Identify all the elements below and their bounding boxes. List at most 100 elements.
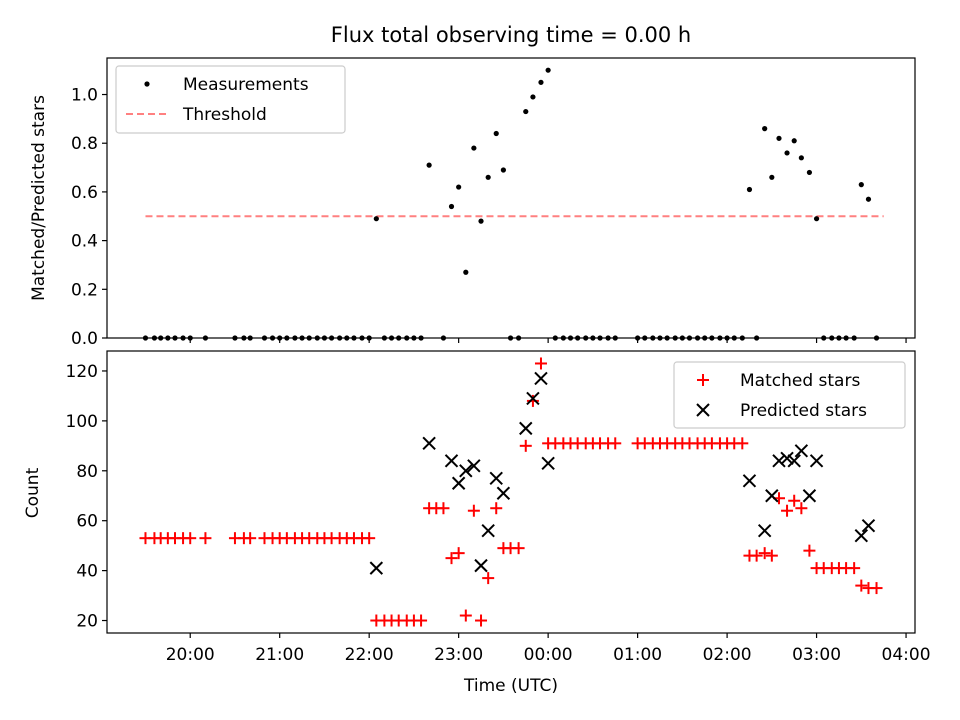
- top-y-tick-label: 0.4: [71, 232, 98, 252]
- matched-star-point: [199, 532, 212, 545]
- predicted-star-point: [772, 454, 786, 468]
- matched-star-point: [519, 439, 532, 452]
- measurement-point: [463, 269, 469, 275]
- top-y-axis-label: Matched/Predicted stars: [29, 95, 49, 301]
- legend-marker-matched: [697, 374, 709, 386]
- x-tick-label: 00:00: [524, 645, 573, 665]
- x-tick-label: 04:00: [882, 645, 931, 665]
- measurement-point: [485, 174, 491, 180]
- matched-star-point: [736, 437, 749, 450]
- measurement-point: [813, 216, 820, 222]
- matched-star-point: [467, 504, 480, 517]
- matched-star-point: [475, 614, 488, 627]
- predicted-star-point: [474, 558, 488, 573]
- predicted-star-point: [467, 459, 481, 473]
- x-tick-label: 21:00: [255, 645, 304, 665]
- matched-star-point: [848, 562, 861, 575]
- predicted-star-point: [369, 561, 384, 575]
- x-tick-label: 01:00: [613, 645, 662, 665]
- x-tick-label: 23:00: [434, 645, 483, 665]
- predicted-star-point: [451, 476, 466, 490]
- matched-star-point: [244, 532, 257, 545]
- predicted-star-point: [787, 454, 801, 468]
- matched-star-point: [781, 504, 794, 517]
- measurement-point: [762, 126, 768, 132]
- matched-star-point: [452, 547, 465, 560]
- x-tick-label: 02:00: [703, 645, 752, 665]
- matched-star-point: [788, 494, 801, 507]
- matched-star-point: [765, 549, 778, 562]
- measurement-point: [448, 203, 455, 210]
- predicted-star-point: [519, 421, 533, 436]
- predicted-star-point: [765, 489, 779, 503]
- measurement-point: [806, 169, 813, 176]
- bottom-y-tick-label: 40: [76, 562, 98, 582]
- matched-star-point: [415, 614, 428, 627]
- matched-star-point: [482, 572, 495, 585]
- bottom-y-tick-label: 100: [66, 412, 98, 432]
- matched-star-point: [855, 579, 868, 592]
- matched-star-point: [184, 532, 197, 545]
- measurement-point: [471, 145, 477, 151]
- bottom-legend: Matched stars Predicted stars: [673, 361, 906, 429]
- bottom-y-axis-label: Count: [23, 467, 43, 518]
- bottom-axes-frame: [106, 350, 916, 634]
- matched-star-point: [437, 502, 450, 515]
- measurement-point: [523, 108, 529, 115]
- predicted-star-point: [534, 371, 548, 386]
- predicted-star-point: [802, 489, 817, 503]
- bottom-y-tick-label: 20: [76, 612, 98, 632]
- top-panel: 0.0 0.2 0.4 0.6 0.8 1.0 Matched/Predicted sta…: [29, 57, 916, 349]
- x-tick-label: 03:00: [792, 645, 841, 665]
- legend-marker-predicted: [696, 403, 710, 417]
- measurement-point: [791, 138, 797, 144]
- chart-title: Flux total observing time = 0.00 h: [331, 23, 691, 47]
- bottom-legend-frame: [673, 361, 906, 429]
- matched-star-point: [512, 542, 525, 555]
- predicted-star-point: [444, 454, 459, 468]
- measurement-point: [858, 182, 864, 188]
- measurement-point: [784, 150, 790, 156]
- top-y-tick-label: 0.2: [71, 280, 98, 300]
- predicted-star-point: [422, 436, 436, 451]
- measurement-point: [746, 186, 753, 193]
- bottom-y-tick-label: 120: [66, 362, 98, 382]
- predicted-star-point: [794, 444, 809, 458]
- measurement-point: [798, 155, 804, 161]
- bottom-y-tick-label: 60: [76, 512, 98, 532]
- bottom-panel: 20 40 60 80 100 120 20:00 21:00 22:00 23:00 00:00 0…: [23, 350, 931, 696]
- matched-star-point: [534, 357, 547, 370]
- measurement-point: [865, 196, 872, 202]
- x-tick-label: 20:00: [166, 645, 215, 665]
- predicted-star-point: [541, 456, 555, 471]
- top-y-tick-label: 0.8: [71, 134, 98, 154]
- measurement-point: [426, 162, 432, 168]
- predicted-star-point: [742, 474, 757, 488]
- legend-label-measurements: Measurements: [183, 75, 309, 95]
- predicted-star-point: [526, 391, 540, 406]
- top-axes-frame: [106, 57, 916, 339]
- measurement-point: [373, 216, 379, 222]
- predicted-star-point: [489, 471, 503, 485]
- legend-label-matched: Matched stars: [740, 371, 860, 391]
- matched-star-point: [609, 437, 622, 450]
- top-y-tick-label: 1.0: [71, 86, 98, 106]
- measurement-point: [538, 79, 544, 85]
- matched-star-point: [490, 502, 503, 515]
- matched-star-point: [750, 549, 763, 562]
- legend-marker-measurements: [144, 81, 150, 87]
- top-legend-frame: [115, 65, 346, 134]
- matched-star-point: [795, 502, 808, 515]
- bottom-y-tick-label: 80: [76, 462, 98, 482]
- predicted-star-point: [481, 523, 495, 538]
- measurement-point: [545, 67, 551, 73]
- measurement-point: [776, 135, 782, 141]
- x-tick-label: 22:00: [345, 645, 394, 665]
- measurement-point: [478, 218, 484, 224]
- measurement-point: [769, 174, 775, 180]
- matched-star-point: [758, 547, 771, 560]
- predicted-star-point: [496, 486, 511, 500]
- top-y-tick-label: 0.0: [71, 329, 98, 349]
- measurement-point: [456, 184, 462, 190]
